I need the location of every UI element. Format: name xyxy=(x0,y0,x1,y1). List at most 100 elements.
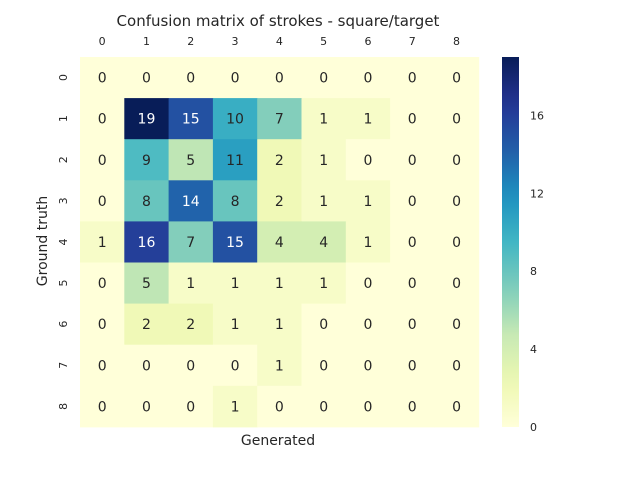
heatmap-cell-r2-c5 xyxy=(301,139,347,181)
cell-value-r0-c6: 0 xyxy=(363,71,372,87)
cell-value-r4-c6: 1 xyxy=(363,235,372,251)
heatmap-cell-r6-c8 xyxy=(434,303,480,346)
heatmap-cell-r0-c1 xyxy=(124,57,170,99)
cell-value-r0-c1: 0 xyxy=(142,71,151,87)
heatmap-cell-r3-c3 xyxy=(212,180,258,222)
cell-value-r2-c3: 11 xyxy=(226,153,244,169)
heatmap-cell-r8-c6 xyxy=(345,385,391,428)
heatmap-cell-r0-c5 xyxy=(301,57,347,99)
heatmap-cell-r0-c3 xyxy=(212,57,258,99)
y-tick-label: 6 xyxy=(57,321,70,328)
heatmap-cell-r7-c2 xyxy=(168,344,214,387)
heatmap-cell-r1-c2 xyxy=(168,98,214,140)
x-tick-label: 1 xyxy=(143,35,150,48)
cell-value-r4-c7: 0 xyxy=(408,235,417,251)
cell-value-r1-c0: 0 xyxy=(98,112,107,128)
heatmap-cell-r8-c2 xyxy=(168,385,214,428)
cell-value-r2-c2: 5 xyxy=(186,153,195,169)
colorbar-tick-labels: 0 4 8 12 16 xyxy=(530,109,544,434)
heatmap-cell-r5-c0 xyxy=(80,262,125,305)
cell-value-r5-c0: 0 xyxy=(98,276,107,292)
heatmap-cell-r6-c0 xyxy=(80,303,125,346)
heatmap-cell-r5-c5 xyxy=(301,262,347,305)
heatmap-cell-r8-c4 xyxy=(257,385,302,428)
heatmap-cell-r4-c3 xyxy=(212,221,258,263)
cell-value-r4-c5: 4 xyxy=(319,235,328,251)
cell-value-r6-c2: 2 xyxy=(186,317,195,333)
heatmap-cell-r1-c3 xyxy=(212,98,258,140)
cell-value-r2-c7: 0 xyxy=(408,153,417,169)
cell-value-r6-c5: 0 xyxy=(319,317,328,333)
x-tick-label: 7 xyxy=(409,35,416,48)
heatmap-cell-r2-c0 xyxy=(80,139,125,181)
cell-value-r1-c1: 19 xyxy=(138,112,156,128)
heatmap-cell-r0-c4 xyxy=(257,57,302,99)
colorbar xyxy=(502,57,519,427)
heatmap-cell-r6-c6 xyxy=(345,303,391,346)
cell-value-r5-c3: 1 xyxy=(231,276,240,292)
heatmap-cell-r4-c8 xyxy=(434,221,480,263)
heatmap-cell-r5-c6 xyxy=(345,262,391,305)
heatmap-cell-r8-c8 xyxy=(434,385,480,428)
cell-value-r3-c6: 1 xyxy=(363,194,372,210)
x-tick-label: 6 xyxy=(364,35,371,48)
heatmap-cell-r8-c0 xyxy=(80,385,125,428)
heatmap-cell-r0-c7 xyxy=(390,57,435,99)
heatmap-cell-r0-c0 xyxy=(80,57,125,99)
heatmap-cell-r7-c3 xyxy=(212,344,258,387)
heatmap-cell-r2-c3 xyxy=(212,139,258,181)
x-tick-label: 0 xyxy=(99,35,106,48)
heatmap-cell-r5-c2 xyxy=(168,262,214,305)
heatmap-cell-r5-c7 xyxy=(390,262,435,305)
y-tick-label: 3 xyxy=(57,197,70,204)
cell-value-r8-c6: 0 xyxy=(363,399,372,415)
cell-value-r3-c3: 8 xyxy=(231,194,240,210)
cell-value-r3-c5: 1 xyxy=(319,194,328,210)
heatmap-cell-r7-c5 xyxy=(301,344,347,387)
heatmap-cell-r8-c1 xyxy=(124,385,170,428)
cell-value-r6-c0: 0 xyxy=(98,317,107,333)
heatmap-cell-r4-c1 xyxy=(124,221,170,263)
cell-value-r7-c2: 0 xyxy=(186,358,195,374)
cell-value-r6-c8: 0 xyxy=(452,317,461,333)
heatmap-cell-r5-c3 xyxy=(212,262,258,305)
cell-value-r8-c2: 0 xyxy=(186,399,195,415)
heatmap-cell-r2-c2 xyxy=(168,139,214,181)
x-tick-labels: 0 1 2 3 4 5 6 7 8 xyxy=(99,35,460,48)
y-tick-label: 0 xyxy=(57,74,70,81)
cell-value-r0-c2: 0 xyxy=(186,71,195,87)
x-tick-label: 2 xyxy=(187,35,194,48)
colorbar-tick-label: 8 xyxy=(530,265,537,278)
x-axis-label: Generated xyxy=(241,433,315,449)
y-tick-label: 5 xyxy=(57,280,70,287)
cell-value-r0-c0: 0 xyxy=(98,71,107,87)
cell-value-r7-c0: 0 xyxy=(98,358,107,374)
y-tick-label: 1 xyxy=(57,115,70,122)
heatmap-cell-r1-c1 xyxy=(124,98,170,140)
cell-value-r6-c7: 0 xyxy=(408,317,417,333)
heatmap-cell-r3-c7 xyxy=(390,180,435,222)
y-tick-label: 7 xyxy=(57,362,70,369)
cell-value-r6-c4: 1 xyxy=(275,317,284,333)
cell-value-r4-c3: 15 xyxy=(226,235,244,251)
heatmap-cell-r6-c2 xyxy=(168,303,214,346)
colorbar-tick-label: 4 xyxy=(530,343,537,356)
cell-value-r6-c1: 2 xyxy=(142,317,151,333)
cell-value-r2-c5: 1 xyxy=(319,153,328,169)
heatmap-cell-r2-c1 xyxy=(124,139,170,181)
heatmap-cell-r6-c1 xyxy=(124,303,170,346)
cell-value-r7-c7: 0 xyxy=(408,358,417,374)
cell-value-r1-c8: 0 xyxy=(452,112,461,128)
cell-value-r3-c1: 8 xyxy=(142,194,151,210)
cell-value-r4-c1: 16 xyxy=(138,235,156,251)
cell-value-r3-c7: 0 xyxy=(408,194,417,210)
heatmap-cell-r4-c0 xyxy=(80,221,125,263)
heatmap-cell-r1-c7 xyxy=(390,98,435,140)
heatmap-cell-r7-c1 xyxy=(124,344,170,387)
heatmap-cell-r1-c5 xyxy=(301,98,347,140)
y-axis-label: Ground truth xyxy=(35,196,51,286)
cell-value-r5-c2: 1 xyxy=(186,276,195,292)
cell-value-r5-c6: 0 xyxy=(363,276,372,292)
heatmap-cell-r7-c6 xyxy=(345,344,391,387)
